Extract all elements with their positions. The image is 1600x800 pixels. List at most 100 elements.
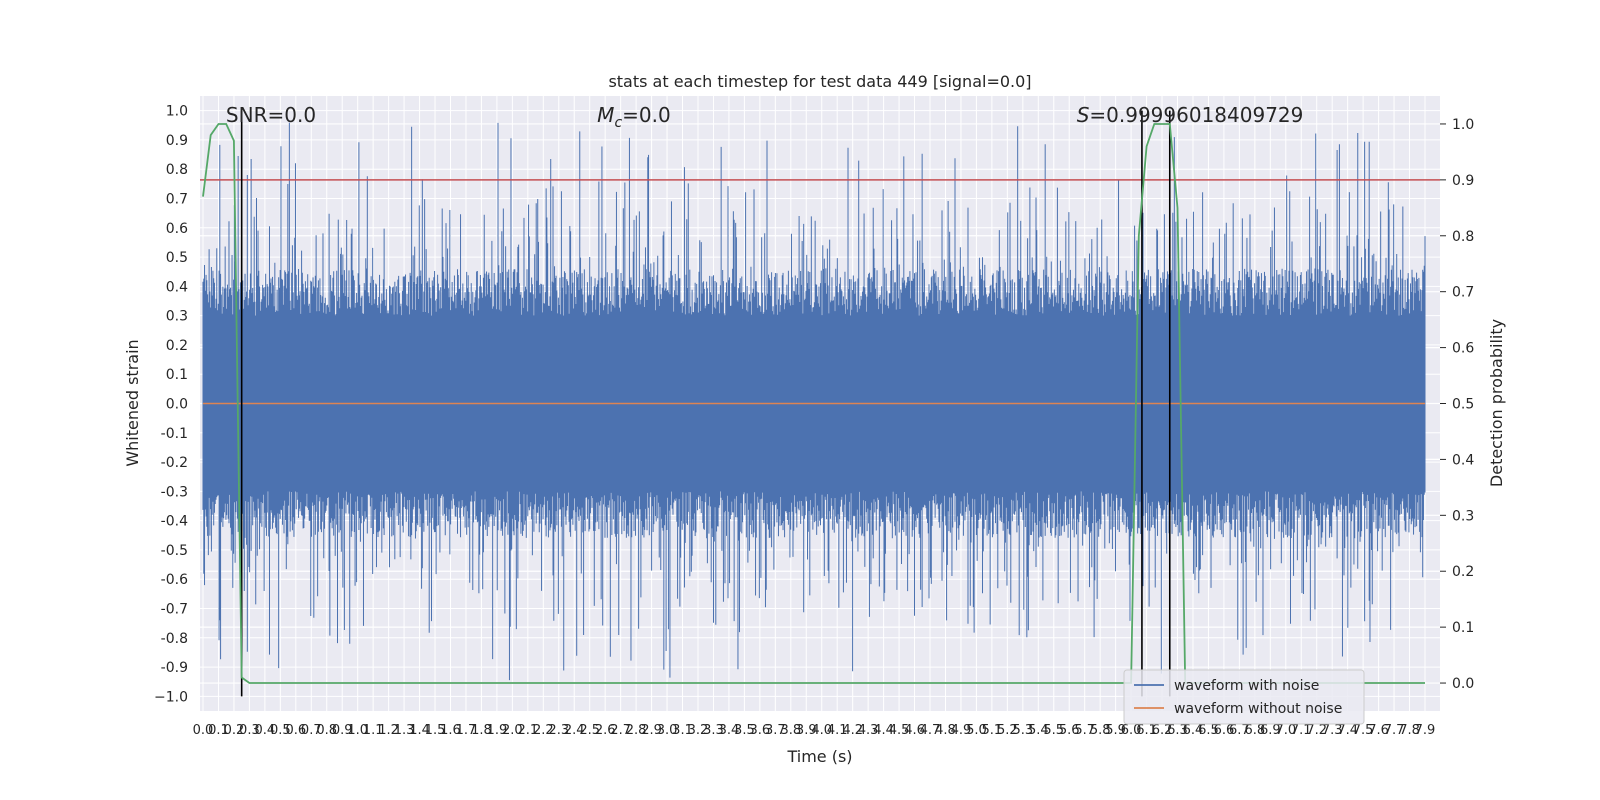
y-tick-label: 0.5 (166, 250, 188, 266)
x-tick-label: 1.1 (363, 723, 384, 738)
annotation-label: SNR=0.0 (226, 103, 316, 127)
x-tick-label: 1.8 (471, 723, 492, 738)
y-tick-label: 0.6 (166, 221, 188, 237)
x-tick-label: 7.8 (1399, 723, 1420, 738)
x-tick-label: 6.2 (1152, 723, 1173, 738)
x-tick-label: 3.5 (734, 723, 755, 738)
y-tick-label: -0.7 (161, 602, 188, 618)
x-tick-label: 2.3 (548, 723, 569, 738)
annotation-label: S=0.99996018409729 (1077, 103, 1304, 127)
x-tick-label: 3.9 (796, 723, 817, 738)
y-tick-label: 0.7 (166, 192, 188, 208)
y-axis-label-left-text: Whitened strain (123, 339, 142, 466)
y-tick-label: 0.1 (166, 367, 188, 383)
y-tick-label: 0.0 (166, 397, 188, 413)
x-tick-label: 2.7 (610, 723, 631, 738)
x-tick-label: 3.1 (672, 723, 693, 738)
annotation-label: Mc=0.0 (597, 103, 671, 131)
y2-tick-label: 0.3 (1452, 508, 1474, 524)
x-tick-label: 0.9 (332, 723, 353, 738)
y2-tick-label: 0.4 (1452, 452, 1474, 468)
x-tick-label: 5.8 (1090, 723, 1111, 738)
x-tick-label: 4.0 (811, 723, 832, 738)
y2-tick-label: 0.0 (1452, 676, 1474, 692)
x-tick-label: 3.6 (750, 723, 771, 738)
x-tick-label: 5.3 (1012, 723, 1033, 738)
y2-tick-label: 0.1 (1452, 620, 1474, 636)
x-tick-label: 3.7 (765, 723, 786, 738)
legend-label-noise: waveform with noise (1174, 678, 1319, 694)
x-tick-label: 3.4 (719, 723, 740, 738)
x-tick-label: 6.0 (1121, 723, 1142, 738)
y-tick-label: 0.8 (166, 162, 188, 178)
y-tick-label: -0.4 (161, 514, 188, 530)
x-tick-labels: 0.00.10.20.30.40.50.60.70.80.91.01.11.21… (193, 723, 1436, 738)
x-tick-label: 6.6 (1214, 723, 1235, 738)
x-tick-label: 0.4 (255, 723, 276, 738)
x-tick-label: 2.8 (626, 723, 647, 738)
x-tick-label: 5.5 (1043, 723, 1064, 738)
y2-tick-label: 0.2 (1452, 564, 1474, 580)
x-tick-label: 5.2 (997, 723, 1018, 738)
x-tick-label: 3.2 (688, 723, 709, 738)
x-tick-label: 5.7 (1074, 723, 1095, 738)
y-tick-label: 0.3 (166, 309, 188, 325)
x-tick-label: 7.2 (1306, 723, 1327, 738)
x-tick-label: 1.7 (456, 723, 477, 738)
y-tick-label: -0.8 (161, 631, 188, 647)
x-tick-label: 2.6 (595, 723, 616, 738)
x-tick-label: 4.4 (873, 723, 894, 738)
y-left-tick-labels: 1.0 0.9 0.8 0.7 0.6 0.5 0.4 0.3 0.2 0.1 0.0 -0.1 -0.… (154, 104, 188, 706)
x-tick-label: 4.2 (842, 723, 863, 738)
x-tick-label: 2.4 (564, 723, 585, 738)
x-tick-label: 0.5 (270, 723, 291, 738)
x-tick-label: 2.0 (502, 723, 523, 738)
x-tick-label: 5.1 (982, 723, 1003, 738)
x-tick-label: 7.1 (1291, 723, 1312, 738)
x-tick-label: 1.3 (394, 723, 415, 738)
x-tick-label: 3.8 (780, 723, 801, 738)
y2-tick-label: 0.8 (1452, 229, 1474, 245)
y2-tick-label: 0.7 (1452, 285, 1474, 301)
x-tick-label: 5.0 (966, 723, 987, 738)
x-tick-label: 7.0 (1275, 723, 1296, 738)
y-tick-label: -0.5 (161, 543, 188, 559)
annotations: SNR=0.0 Mc=0.0 S=0.99996018409729 (226, 103, 1303, 131)
x-tick-label: 5.4 (1028, 723, 1049, 738)
x-tick-label: 0.1 (208, 723, 229, 738)
y-tick-label: -0.9 (161, 660, 188, 676)
x-tick-label: 0.3 (239, 723, 260, 738)
x-tick-label: 7.3 (1322, 723, 1343, 738)
x-tick-label: 6.8 (1245, 723, 1266, 738)
x-tick-label: 2.5 (579, 723, 600, 738)
x-tick-label: 5.6 (1059, 723, 1080, 738)
x-tick-label: 4.9 (951, 723, 972, 738)
x-tick-label: 1.6 (440, 723, 461, 738)
x-tick-label: 4.1 (827, 723, 848, 738)
x-axis-label: Time (s) (786, 747, 852, 766)
x-tick-label: 3.0 (657, 723, 678, 738)
y-tick-label: -0.6 (161, 572, 188, 588)
x-tick-label: 6.5 (1198, 723, 1219, 738)
y-tick-label: -0.3 (161, 484, 188, 500)
x-tick-label: 5.9 (1105, 723, 1126, 738)
x-tick-label: 4.5 (889, 723, 910, 738)
legend: waveform with noise waveform without noi… (1123, 669, 1365, 725)
legend-label-clean: waveform without noise (1174, 701, 1342, 717)
y-axis-label-right: Detection probability (1487, 319, 1506, 487)
y-tick-label: -0.2 (161, 455, 188, 471)
y-tick-label: 1.0 (166, 104, 188, 120)
x-tick-label: 2.9 (641, 723, 662, 738)
y2-tick-label: 0.9 (1452, 173, 1474, 189)
y-tick-label: -0.1 (161, 426, 188, 442)
y2-tick-label: 0.6 (1452, 341, 1474, 357)
x-tick-label: 6.7 (1229, 723, 1250, 738)
x-tick-label: 7.6 (1368, 723, 1389, 738)
x-tick-label: 0.6 (285, 723, 306, 738)
x-tick-label: 1.0 (347, 723, 368, 738)
y-tick-label: −1.0 (154, 689, 188, 705)
y-tick-label: 0.4 (166, 279, 188, 295)
x-tick-label: 0.2 (224, 723, 245, 738)
x-tick-label: 4.6 (904, 723, 925, 738)
